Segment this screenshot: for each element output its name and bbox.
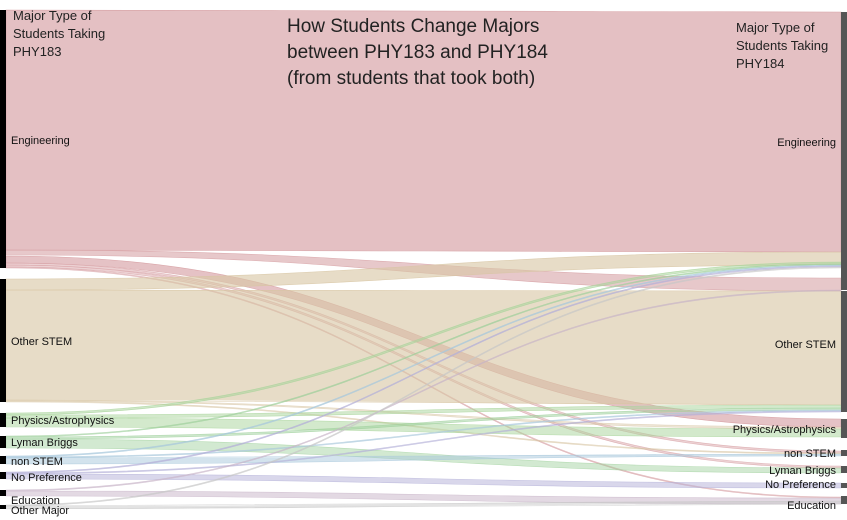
- right-node-lyman-briggs: [841, 466, 847, 473]
- right-node-other-stem: [841, 291, 847, 412]
- flow-no-preference-to-no-preference: [5, 473, 842, 489]
- right-node-education: [841, 496, 847, 504]
- right-label-education: Education: [787, 500, 836, 512]
- left-node-other-major: [0, 505, 6, 509]
- left-node-engineering: [0, 10, 6, 268]
- flow-other-stem-to-other-stem: [5, 289, 842, 406]
- right-label-physics: Physics/Astrophysics: [732, 424, 836, 436]
- right-label-engineering: Engineering: [777, 137, 836, 149]
- left-label-education: Education: [11, 495, 60, 507]
- right-node-physics: [841, 419, 847, 438]
- left-node-no-preference: [0, 472, 6, 479]
- sankey-nodes: [0, 10, 847, 509]
- right-node-engineering: [841, 12, 847, 290]
- flow-other-major-to-education: [5, 500, 842, 510]
- left-label-other-major: Other Major: [11, 505, 70, 517]
- left-label-physics: Physics/Astrophysics: [11, 415, 115, 427]
- left-node-physics: [0, 413, 6, 427]
- diagram-title: How Students Change Majors between PHY18…: [287, 16, 548, 89]
- left-label-non-stem: non STEM: [11, 456, 63, 468]
- right-node-non-stem: [841, 450, 847, 456]
- left-header: Major Type of Students Taking PHY183: [13, 8, 106, 59]
- right-label-non-stem: non STEM: [784, 448, 836, 460]
- right-label-no-preference: No Preference: [765, 479, 836, 491]
- left-node-other-stem: [0, 279, 6, 402]
- left-node-education: [0, 490, 6, 496]
- left-label-lyman-briggs: Lyman Briggs: [11, 437, 78, 449]
- sankey-links: [5, 9, 842, 510]
- left-node-non-stem: [0, 456, 6, 464]
- right-header: Major Type of Students Taking PHY184: [736, 20, 829, 71]
- right-label-other-stem: Other STEM: [774, 339, 836, 351]
- left-label-no-preference: No Preference: [11, 472, 82, 484]
- right-node-no-preference: [841, 483, 847, 488]
- left-node-lyman-briggs: [0, 436, 6, 448]
- left-label-engineering: Engineering: [11, 135, 70, 147]
- left-label-other-stem: Other STEM: [11, 336, 73, 348]
- right-label-lyman-briggs: Lyman Briggs: [769, 465, 836, 477]
